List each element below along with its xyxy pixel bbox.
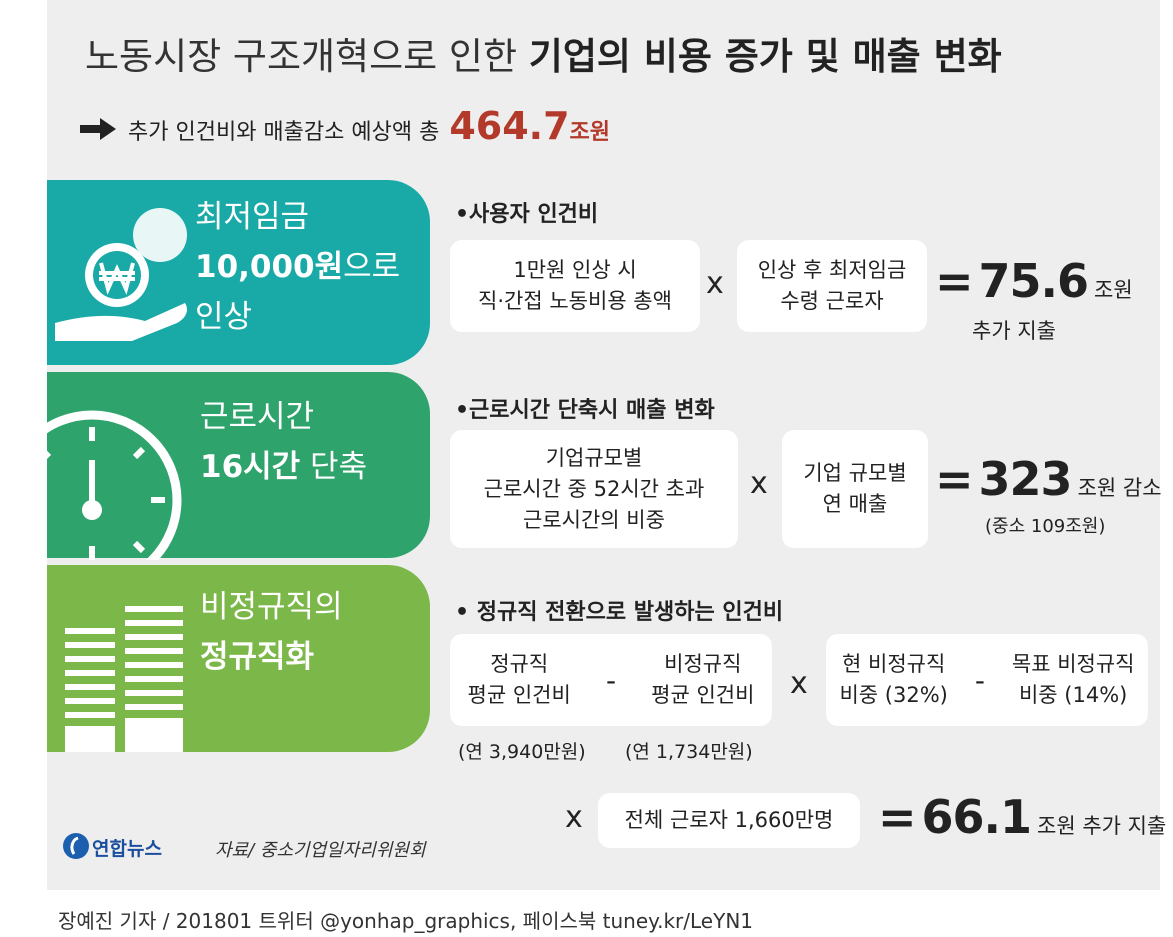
clock-icon xyxy=(47,410,182,560)
tab-line: 정규직화 xyxy=(200,632,343,682)
formula-box: 전체 근로자 1,660만명 xyxy=(598,793,860,848)
box-line: 평균 인건비 xyxy=(651,683,755,707)
box-line: 1만원 인상 시 xyxy=(513,258,637,282)
box-line: 수령 근로자 xyxy=(780,289,884,313)
building-icon xyxy=(65,606,183,752)
tab-text: 비정규직의 정규직화 xyxy=(200,582,343,682)
box-line: 근로시간 중 52시간 초과 xyxy=(483,476,705,501)
box-line: 직·간접 노동비용 총액 xyxy=(478,289,672,313)
box-line: 기업 규모별 xyxy=(803,461,907,485)
tab-line: 10,000원으로 xyxy=(195,242,400,292)
minus: - xyxy=(605,663,617,697)
tab-rest: 으로 xyxy=(343,249,401,285)
tab-line: 16시간 단축 xyxy=(200,442,367,492)
equals: = xyxy=(935,254,974,308)
operator: x xyxy=(790,666,808,701)
tab-rest: 단축 xyxy=(310,449,368,485)
box-line: 근로시간의 비중 xyxy=(523,507,665,532)
result-note: (중소 109조원) xyxy=(985,516,1106,537)
summary-text: 추가 인건비와 매출감소 예상액 총 xyxy=(128,120,440,145)
tab-bold: 정규직화 xyxy=(200,639,315,675)
result-value: 323 xyxy=(978,452,1073,506)
section-heading: • 정규직 전환으로 발생하는 인건비 xyxy=(455,600,784,625)
equals: = xyxy=(878,790,917,844)
section-heading: •사용자 인건비 xyxy=(455,202,599,227)
result-unit: 조원 xyxy=(1094,278,1133,302)
logo: 연합뉴스 xyxy=(92,838,162,860)
section-heading: •근로시간 단축시 매출 변화 xyxy=(455,398,715,423)
arrow-icon xyxy=(80,118,116,140)
tab xyxy=(47,372,430,558)
credit: 장예진 기자 / 201801 트위터 @yonhap_graphics, 페이… xyxy=(58,909,754,933)
tab-line: 근로시간 xyxy=(200,399,315,435)
box-line: 비중 (14%) xyxy=(1018,683,1128,707)
box-line: 비정규직 xyxy=(664,652,742,676)
box-line: 기업규모별 xyxy=(545,445,643,470)
result: = 75.6 조원 xyxy=(935,254,1133,308)
tab-bold: 16시간 xyxy=(200,449,301,485)
result-value: 75.6 xyxy=(978,254,1089,308)
box-line: 평균 인건비 xyxy=(467,683,571,707)
tab-text: 근로시간 16시간 단축 xyxy=(200,392,367,492)
summary-unit: 조원 xyxy=(569,120,611,145)
operator: x xyxy=(565,800,583,835)
result-unit: 조원 추가 지출 xyxy=(1037,814,1167,838)
operator: x xyxy=(750,466,768,501)
result-value: 66.1 xyxy=(921,790,1032,844)
operator: x xyxy=(706,266,724,301)
tab-line: 인상 xyxy=(195,299,253,335)
tab-line: 최저임금 xyxy=(195,199,310,235)
result-note: 추가 지출 xyxy=(972,319,1056,343)
title: 노동시장 구조개혁으로 인한 기업의 비용 증가 및 매출 변화 xyxy=(85,26,1002,80)
title-light: 노동시장 구조개혁으로 인한 xyxy=(85,35,518,78)
tab-text: 최저임금 10,000원으로 인상 xyxy=(195,192,400,342)
box-line: 현 비정규직 xyxy=(842,652,946,676)
summary: 추가 인건비와 매출감소 예상액 총 464.7 조원 xyxy=(128,104,610,148)
equals: = xyxy=(935,452,974,506)
box-line: 정규직 xyxy=(490,652,549,676)
box-line: 인상 후 최저임금 xyxy=(757,258,907,282)
result: = 323 조원 감소 xyxy=(935,452,1162,506)
summary-value: 464.7 xyxy=(449,104,570,148)
tab-bold: 10,000원 xyxy=(195,249,344,285)
note: (연 3,940만원) xyxy=(458,741,586,763)
result-unit: 조원 감소 xyxy=(1077,476,1162,500)
result: = 66.1 조원 추가 지출 xyxy=(878,790,1166,844)
tab-line: 비정규직의 xyxy=(200,589,343,625)
coin-hand-icon xyxy=(55,208,188,341)
source: 자료/ 중소기업일자리위원회 xyxy=(215,840,426,861)
title-bold: 기업의 비용 증가 및 매출 변화 xyxy=(528,35,1002,78)
box-line: 비중 (32%) xyxy=(839,683,948,707)
box-line: 목표 비정규직 xyxy=(1011,652,1135,676)
minus: - xyxy=(974,663,985,697)
logo-icon xyxy=(63,833,89,859)
box-line: 연 매출 xyxy=(822,492,888,516)
note: (연 1,734만원) xyxy=(625,741,753,763)
